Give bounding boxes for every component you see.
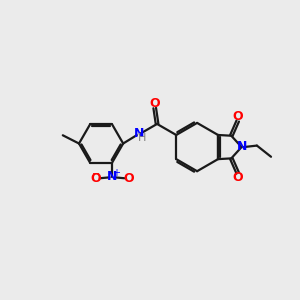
Text: O: O bbox=[149, 98, 160, 110]
Text: H: H bbox=[138, 133, 146, 143]
Text: N: N bbox=[134, 127, 144, 140]
Text: O: O bbox=[91, 172, 101, 185]
Text: +: + bbox=[112, 168, 120, 178]
Text: O: O bbox=[123, 172, 134, 185]
Text: N: N bbox=[107, 170, 118, 183]
Text: O: O bbox=[232, 171, 243, 184]
Text: −: − bbox=[92, 169, 100, 179]
Text: N: N bbox=[237, 140, 247, 153]
Text: O: O bbox=[232, 110, 243, 123]
